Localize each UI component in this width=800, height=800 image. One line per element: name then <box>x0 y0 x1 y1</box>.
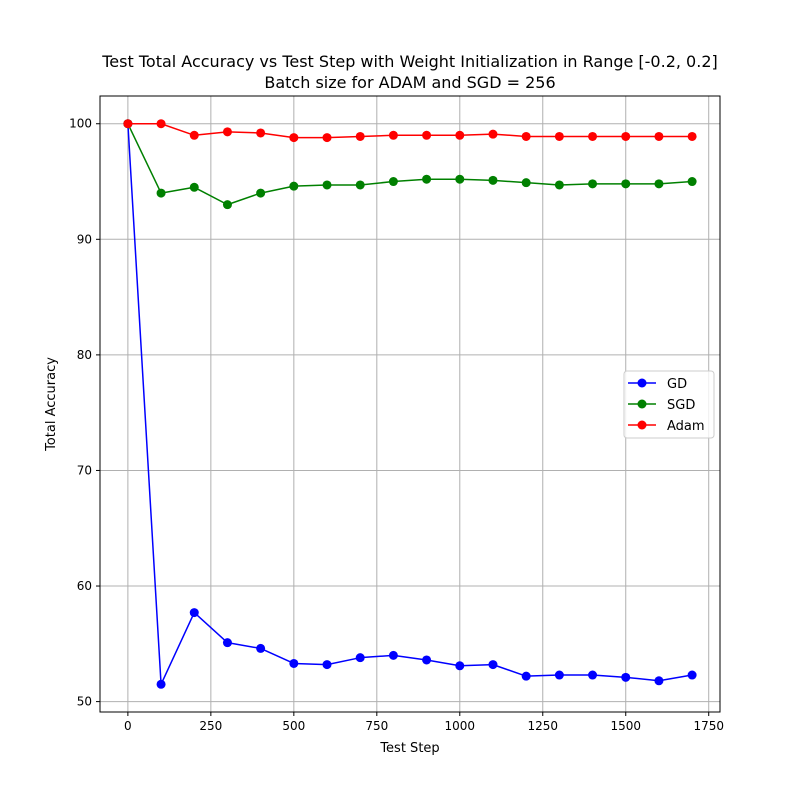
legend-label-sgd: SGD <box>667 398 695 413</box>
legend-marker-adam <box>637 420 647 430</box>
legend-entry-sgd: SGD <box>628 398 695 413</box>
data-point-adam <box>521 131 531 141</box>
legend-entry-adam: Adam <box>628 419 705 434</box>
chart-title: Test Total Accuracy vs Test Step with We… <box>101 52 717 71</box>
series-sgd <box>123 119 697 210</box>
data-point-adam <box>455 130 465 140</box>
data-point-adam <box>588 131 598 141</box>
data-point-adam <box>654 131 664 141</box>
data-point-adam <box>554 131 564 141</box>
x-tick-label: 1750 <box>693 719 724 733</box>
series-layer <box>123 119 697 689</box>
data-point-adam <box>123 119 133 129</box>
data-point-adam <box>488 129 498 139</box>
legend-label-adam: Adam <box>667 419 705 434</box>
data-point-adam <box>156 119 166 129</box>
y-tick-label: 60 <box>77 579 92 593</box>
data-point-adam <box>289 133 299 143</box>
data-point-adam <box>256 128 266 138</box>
x-tick-label: 500 <box>282 719 305 733</box>
data-point-adam <box>189 130 199 140</box>
x-tick-label: 1000 <box>445 719 476 733</box>
data-point-gd <box>521 671 531 681</box>
y-tick-label: 90 <box>77 232 92 246</box>
ticks: 0 250 500 750 1000 1250 1500 1750 50 60 70 80 90 100 <box>69 117 724 733</box>
data-point-gd <box>222 638 232 648</box>
y-axis-label: Total Accuracy <box>44 357 59 452</box>
grid <box>100 96 720 712</box>
data-point-adam <box>322 133 332 143</box>
legend: GD SGD Adam <box>623 370 715 439</box>
data-point-sgd <box>521 178 531 188</box>
legend-entry-gd: GD <box>628 377 687 392</box>
y-tick-label: 50 <box>77 695 92 709</box>
data-point-sgd <box>388 177 398 187</box>
y-tick-label: 80 <box>77 348 92 362</box>
data-point-sgd <box>588 179 598 189</box>
data-point-sgd <box>289 181 299 191</box>
data-point-gd <box>355 653 365 663</box>
legend-marker-gd <box>637 378 647 388</box>
data-point-sgd <box>488 175 498 185</box>
series-line-adam <box>127 122 693 139</box>
data-point-gd <box>687 670 697 680</box>
data-point-sgd <box>455 174 465 184</box>
data-point-sgd <box>189 182 199 192</box>
y-tick-label: 70 <box>77 463 92 477</box>
data-point-gd <box>156 679 166 689</box>
data-point-sgd <box>554 180 564 190</box>
data-point-gd <box>455 661 465 671</box>
data-point-gd <box>588 670 598 680</box>
data-point-gd <box>289 658 299 668</box>
plot-frame <box>99 95 721 713</box>
series-adam <box>123 119 697 143</box>
data-point-adam <box>222 127 232 137</box>
data-point-gd <box>256 643 266 653</box>
data-point-sgd <box>156 188 166 198</box>
data-point-sgd <box>256 188 266 198</box>
x-tick-label: 750 <box>365 719 388 733</box>
data-point-adam <box>687 131 697 141</box>
x-tick-label: 250 <box>199 719 222 733</box>
data-point-gd <box>488 660 498 670</box>
series-line-gd <box>127 123 693 686</box>
data-point-sgd <box>355 180 365 190</box>
x-axis-label: Test Step <box>379 741 439 756</box>
x-tick-label: 0 <box>124 719 132 733</box>
data-point-sgd <box>687 177 697 187</box>
data-point-adam <box>621 131 631 141</box>
x-tick-label: 1500 <box>610 719 641 733</box>
data-point-gd <box>654 676 664 686</box>
data-point-sgd <box>222 200 232 210</box>
data-point-gd <box>322 660 332 670</box>
data-point-gd <box>422 655 432 665</box>
data-point-sgd <box>654 179 664 189</box>
legend-label-gd: GD <box>667 377 687 392</box>
data-point-adam <box>388 130 398 140</box>
data-point-adam <box>422 130 432 140</box>
legend-marker-sgd <box>637 399 647 409</box>
legend-box <box>623 370 715 439</box>
data-point-gd <box>388 650 398 660</box>
data-point-gd <box>189 608 199 618</box>
data-point-sgd <box>621 179 631 189</box>
x-tick-label: 1250 <box>527 719 558 733</box>
series-gd <box>123 119 697 689</box>
data-point-gd <box>621 672 631 682</box>
series-line-sgd <box>127 123 693 206</box>
data-point-sgd <box>322 180 332 190</box>
chart-subtitle: Batch size for ADAM and SGD = 256 <box>264 73 555 92</box>
y-tick-label: 100 <box>69 117 92 131</box>
data-point-gd <box>554 670 564 680</box>
data-point-sgd <box>422 174 432 184</box>
data-point-adam <box>355 131 365 141</box>
